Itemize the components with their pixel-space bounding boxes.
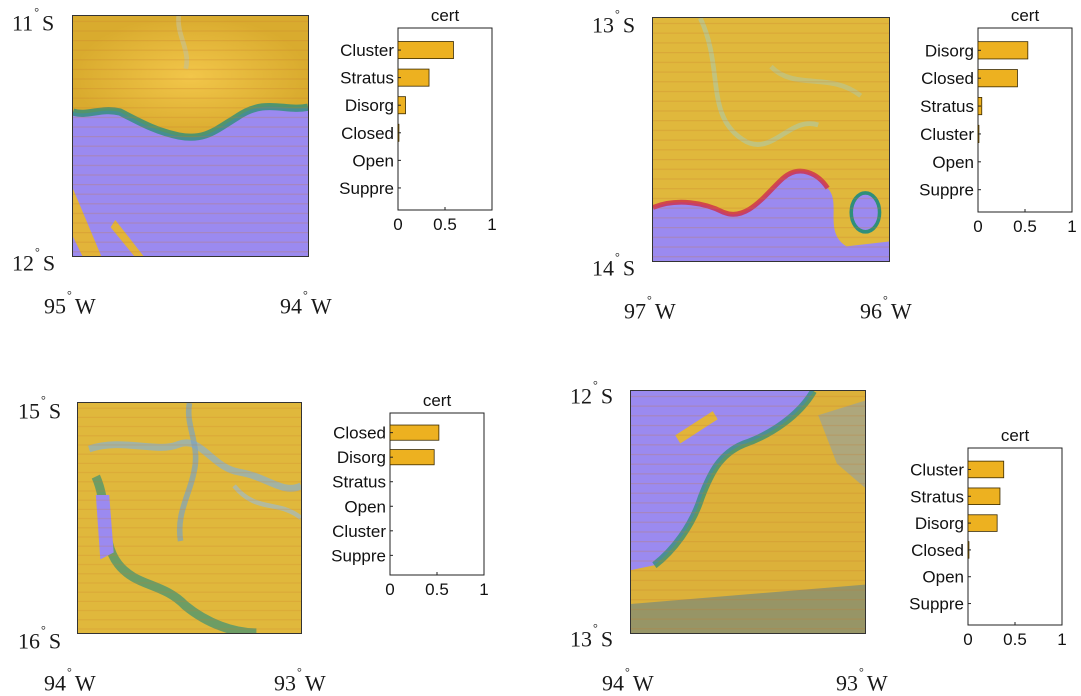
category-label: Closed [333, 424, 386, 443]
lon-right-label: 96° W [860, 300, 912, 322]
lat-top-label: 12° S [570, 385, 613, 407]
lat-bottom-label: 16° S [18, 630, 61, 652]
lon-right-label: 93° W [836, 672, 888, 694]
satellite-image [77, 402, 302, 634]
category-label: Open [932, 153, 974, 172]
category-label: Open [922, 568, 964, 587]
category-label: Cluster [910, 460, 964, 479]
x-tick-label: 1 [1057, 630, 1066, 649]
lat-bottom-label: 14° S [592, 257, 635, 279]
x-tick-label: 0 [393, 215, 402, 234]
x-tick-label: 0.5 [1013, 217, 1037, 236]
category-label: Closed [911, 541, 964, 560]
x-tick-label: 1 [487, 215, 496, 234]
x-tick-label: 0 [963, 630, 972, 649]
x-tick-label: 0.5 [1003, 630, 1027, 649]
lat-bottom-label: 13° S [570, 628, 613, 650]
lon-right-label: 93° W [274, 672, 326, 694]
lon-left-label: 95° W [44, 295, 96, 317]
satellite-image [72, 15, 309, 257]
bar-chart-svg-3: cert Closed Disorg Stratus Open Cluster Suppre… [302, 385, 492, 615]
lat-top-label: 11° S [12, 12, 54, 34]
bar-chart-1: cert Cluster Stratus Disorg Closed Open Suppre… [310, 0, 500, 255]
bar-stratus [398, 69, 429, 86]
bar-chart-svg-2: cert Disorg Closed Stratus Cluster Open Suppre… [890, 0, 1080, 252]
category-label: Stratus [910, 487, 964, 506]
category-label: Suppre [909, 595, 964, 614]
x-tick-label: 0 [385, 580, 394, 599]
bar-closed [390, 425, 439, 440]
bar-chart-2: cert Disorg Closed Stratus Cluster Open Suppre… [890, 0, 1080, 257]
lat-bottom-label: 12° S [12, 252, 55, 274]
bar-disorg [390, 450, 434, 465]
lat-top-label: 15° S [18, 400, 61, 422]
category-label: Cluster [920, 125, 974, 144]
category-label: Disorg [925, 41, 974, 60]
x-tick-label: 0.5 [433, 215, 457, 234]
bar-chart-3: cert Closed Disorg Stratus Open Cluster Suppre… [302, 385, 492, 620]
category-label: Suppre [339, 179, 394, 198]
lon-left-label: 97° W [624, 300, 676, 322]
category-label: Disorg [915, 514, 964, 533]
bar-stratus [968, 488, 1000, 505]
lat-top-label: 13° S [592, 14, 635, 36]
category-label: Open [352, 151, 394, 170]
x-tick-label: 0.5 [425, 580, 449, 599]
bar-disorg [968, 515, 997, 532]
x-tick-label: 1 [1067, 217, 1076, 236]
x-tick-label: 0 [973, 217, 982, 236]
category-label: Cluster [340, 41, 394, 60]
bar-chart-4: cert Cluster Stratus Disorg Closed Open Suppre… [880, 420, 1070, 670]
chart-title: cert [1001, 426, 1030, 445]
category-label: Disorg [345, 96, 394, 115]
category-label: Stratus [332, 473, 386, 492]
bar-disorg [978, 42, 1028, 59]
category-label: Stratus [920, 97, 974, 116]
category-label: Closed [921, 69, 974, 88]
category-label: Suppre [331, 546, 386, 565]
chart-title: cert [423, 391, 452, 410]
x-tick-label: 1 [479, 580, 488, 599]
chart-title: cert [1011, 6, 1040, 25]
satellite-image [630, 390, 866, 634]
bar-closed [978, 70, 1017, 87]
category-label: Cluster [332, 522, 386, 541]
category-label: Closed [341, 124, 394, 143]
bar-chart-svg-1: cert Cluster Stratus Disorg Closed Open Suppre… [310, 0, 500, 250]
lon-right-label: 94° W [280, 295, 332, 317]
lon-left-label: 94° W [602, 672, 654, 694]
category-label: Suppre [919, 181, 974, 200]
bar-chart-svg-4: cert Cluster Stratus Disorg Closed Open Suppre… [880, 420, 1070, 665]
bar-cluster [968, 461, 1004, 478]
chart-title: cert [431, 6, 460, 25]
category-label: Disorg [337, 448, 386, 467]
satellite-image [652, 17, 890, 262]
category-label: Open [344, 497, 386, 516]
lon-left-label: 94° W [44, 672, 96, 694]
category-label: Stratus [340, 69, 394, 88]
bar-cluster [398, 42, 453, 59]
